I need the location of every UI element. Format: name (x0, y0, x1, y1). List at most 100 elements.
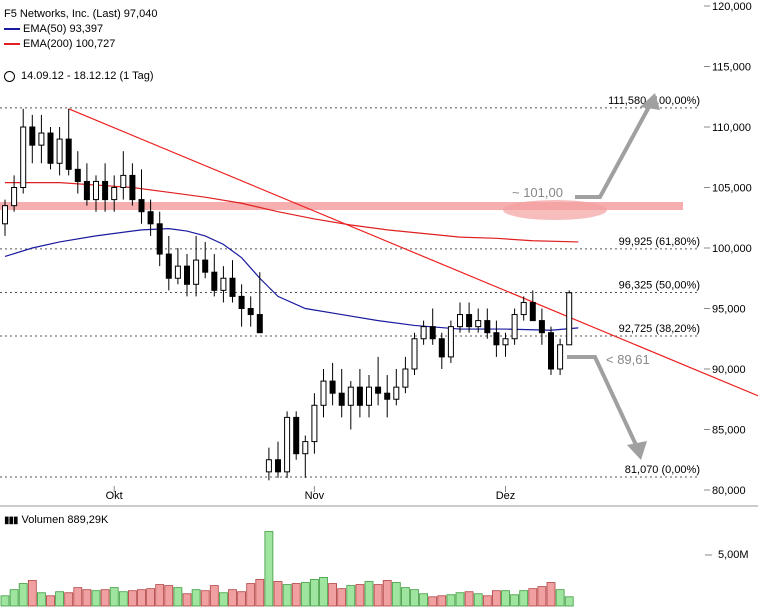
volume-bar (109, 587, 119, 607)
volume-bar (501, 590, 510, 607)
candle-up (11, 187, 18, 207)
candle-up (511, 314, 518, 340)
x-tick-label: Dez (496, 490, 516, 502)
candle-down (65, 138, 72, 170)
volume-bar (364, 581, 374, 607)
volume-bar (27, 580, 37, 607)
volume-bar (273, 581, 283, 607)
volume-bar (18, 583, 28, 607)
y-tick-label: 85,000 (712, 425, 746, 437)
candle-up (111, 187, 118, 201)
candle-down (293, 416, 300, 455)
volume-bar (537, 586, 547, 607)
candle-up (557, 344, 564, 370)
candle-up (2, 205, 8, 225)
candle-up (311, 404, 318, 443)
support-arrow (567, 355, 638, 446)
volume-bar (91, 590, 101, 607)
candle-down (429, 326, 436, 340)
candle-down (466, 314, 473, 328)
volume-bar (528, 588, 538, 607)
volume-bar (191, 589, 201, 607)
volume-bar (9, 589, 19, 607)
candle-down (529, 301, 536, 322)
candle-up (220, 277, 227, 291)
volume-bar (373, 584, 383, 607)
candle-up (265, 459, 272, 473)
candle-down (493, 332, 500, 346)
x-tick-label: Nov (305, 490, 325, 502)
candle-up (38, 132, 45, 146)
chart-title: F5 Networks, Inc. (Last) 97,040 (4, 7, 158, 20)
volume-bar (555, 589, 565, 607)
volume-bar (391, 582, 401, 607)
volume-bar (264, 531, 274, 607)
volume-bar (400, 587, 410, 607)
y-tick-label: 115,000 (712, 62, 751, 74)
ema50-swatch (4, 27, 20, 30)
candle-up (475, 320, 482, 328)
volume-bar (246, 583, 256, 607)
date-range: 14.09.12 - 18.12.12 (1 Tag) (4, 70, 154, 82)
ema50-label: EMA(50) 93,397 (23, 22, 104, 35)
volume-bar (464, 591, 474, 607)
candle-down (165, 253, 172, 279)
y-tick-label: 120,000 (712, 1, 752, 13)
volume-bars (0, 531, 574, 607)
x-axis: Okt Nov Dez (106, 486, 516, 502)
fibonacci-levels: 111,580 (100,00%)99,925 (61,80%)96,325 (… (0, 95, 700, 478)
y-axis: 80,000 85,000 90,000 95,000 100,000 105,000 11… (704, 1, 752, 497)
support-arrowhead (627, 441, 647, 460)
y-tick-label: 105,000 (712, 183, 752, 195)
volume-label: Volumen 889,29K (21, 514, 109, 526)
candle-up (120, 174, 127, 188)
candle-down (83, 180, 90, 201)
candle-down (484, 320, 491, 334)
candle-down (375, 386, 382, 394)
volume-bar (0, 595, 10, 607)
candle-down (548, 332, 554, 370)
volume-header: ▮▮▮ Volumen 889,29K (4, 514, 108, 526)
candle-down (47, 132, 54, 164)
volume-bar (319, 577, 328, 607)
volume-bar (200, 590, 210, 607)
candle-down (338, 392, 345, 406)
volume-bar (291, 583, 301, 607)
volume-bar (519, 590, 529, 607)
volume-bar (419, 593, 429, 607)
candle-down (356, 386, 363, 406)
candle-up (193, 259, 200, 285)
volume-bar (100, 589, 110, 607)
volume-bar (146, 588, 156, 607)
candle-up (284, 416, 291, 473)
candle-up (393, 386, 400, 400)
volume-bar (155, 584, 165, 607)
candle-down (329, 380, 336, 394)
y-tick-label: 110,000 (712, 122, 751, 134)
annotation-arrows (567, 93, 660, 460)
resistance-annotation: ~ 101,00 (512, 185, 563, 200)
date-range-label: 14.09.12 - 18.12.12 (1 Tag) (21, 70, 154, 82)
volume-bar (355, 584, 365, 607)
candle-down (238, 295, 245, 309)
candle-up (93, 180, 99, 201)
candle-down (256, 314, 263, 334)
candle-down (147, 211, 154, 225)
support-annotation: < 89,61 (606, 352, 650, 367)
ema200-line (5, 182, 579, 243)
candle-up (420, 326, 427, 340)
volume-bar (346, 585, 356, 607)
candle-up (457, 314, 463, 328)
candle-down (129, 174, 136, 201)
ema200-label: EMA(200) 100,727 (23, 37, 116, 50)
volume-bar (173, 587, 183, 607)
candle-up (566, 292, 573, 346)
chart-legend: F5 Networks, Inc. (Last) 97,040 EMA(50) … (4, 6, 157, 51)
candle-down (102, 180, 109, 201)
candle-up (411, 338, 418, 370)
candle-up (56, 138, 63, 164)
volume-bar (228, 589, 237, 607)
fib-level-label: 96,325 (50,00%) (619, 279, 700, 291)
candle-down (74, 168, 81, 182)
